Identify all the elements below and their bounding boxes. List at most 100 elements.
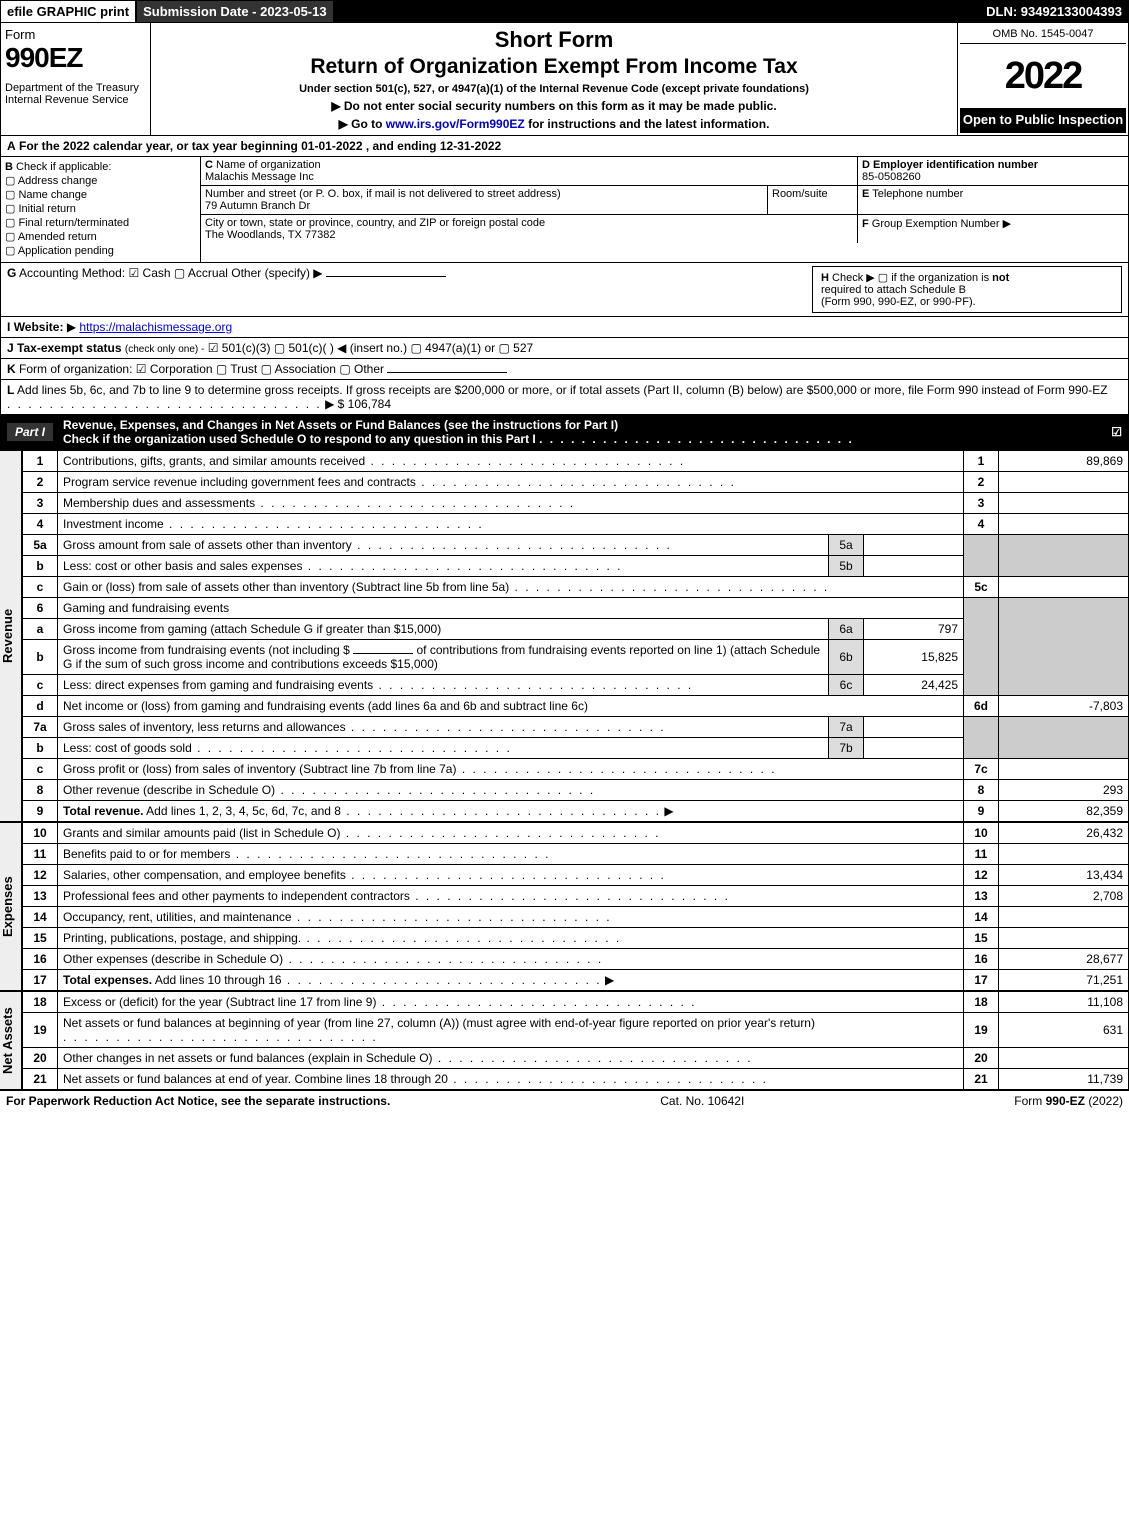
checkbox-cash[interactable]: Cash bbox=[128, 266, 170, 280]
section-f-label: F bbox=[862, 218, 869, 230]
short-form-title: Short Form bbox=[159, 27, 949, 53]
checkbox-4947[interactable]: 4947(a)(1) or bbox=[410, 341, 495, 355]
goto-link[interactable]: www.irs.gov/Form990EZ bbox=[386, 117, 525, 131]
checkbox-accrual[interactable]: Accrual bbox=[174, 266, 228, 280]
line-1: 1 Contributions, gifts, grants, and simi… bbox=[23, 451, 1129, 472]
arrow-icon: ▶ bbox=[605, 973, 614, 987]
footer-center: Cat. No. 10642I bbox=[660, 1094, 744, 1108]
section-b: B Check if applicable: Address change Na… bbox=[1, 157, 201, 262]
header-center: Short Form Return of Organization Exempt… bbox=[151, 23, 958, 135]
line-text: Benefits paid to or for members bbox=[63, 847, 230, 861]
expenses-side-label: Expenses bbox=[0, 822, 22, 991]
expenses-section: Expenses 10 Grants and similar amounts p… bbox=[0, 822, 1129, 991]
line-text: Other revenue (describe in Schedule O) bbox=[63, 783, 275, 797]
section-f-arrow: ▶ bbox=[1003, 218, 1011, 230]
line-text: Less: cost or other basis and sales expe… bbox=[63, 559, 302, 573]
footer-form-number: 990-EZ bbox=[1046, 1094, 1085, 1108]
line-7c: c Gross profit or (loss) from sales of i… bbox=[23, 759, 1129, 780]
section-h: H Check ▶ if the organization is not req… bbox=[812, 266, 1122, 313]
other-org-input[interactable] bbox=[387, 372, 507, 373]
section-h-not: not bbox=[992, 272, 1009, 284]
checkbox-trust[interactable]: Trust bbox=[216, 362, 257, 376]
line-text: Gross amount from sale of assets other t… bbox=[63, 538, 352, 552]
checkbox-schedule-b[interactable] bbox=[878, 272, 891, 284]
section-i: I Website: ▶ https://malachismessage.org bbox=[0, 317, 1129, 338]
checkbox-501c[interactable]: 501(c)( ) bbox=[274, 341, 334, 355]
checkbox-501c3[interactable]: 501(c)(3) bbox=[208, 341, 271, 355]
line-13: 13 Professional fees and other payments … bbox=[23, 886, 1129, 907]
line-text: Program service revenue including govern… bbox=[63, 475, 416, 489]
line-text: Add lines 1, 2, 3, 4, 5c, 6d, 7c, and 8 bbox=[146, 804, 341, 818]
line-12: 12 Salaries, other compensation, and emp… bbox=[23, 865, 1129, 886]
section-a-text: For the 2022 calendar year, or tax year … bbox=[19, 139, 501, 153]
open-public-badge: Open to Public Inspection bbox=[960, 108, 1126, 133]
arrow-icon: ▶ bbox=[67, 320, 76, 334]
checkbox-name-change[interactable]: Name change bbox=[5, 188, 196, 201]
website-link[interactable]: https://malachismessage.org bbox=[79, 320, 232, 334]
section-bcdef: B Check if applicable: Address change Na… bbox=[0, 157, 1129, 263]
city-value: The Woodlands, TX 77382 bbox=[205, 229, 335, 241]
line-text: Gaming and fundraising events bbox=[63, 601, 229, 615]
line-text: Gross income from fundraising events (no… bbox=[63, 643, 350, 657]
checkbox-final-return[interactable]: Final return/terminated bbox=[5, 216, 196, 229]
top-bar-left: efile GRAPHIC print Submission Date - 20… bbox=[1, 1, 335, 22]
tax-year: 2022 bbox=[960, 44, 1126, 108]
part-1-title: Revenue, Expenses, and Changes in Net As… bbox=[63, 418, 441, 432]
street-label: Number and street (or P. O. box, if mail… bbox=[205, 188, 561, 200]
line-text: Grants and similar amounts paid (list in… bbox=[63, 826, 340, 840]
section-h-label: H bbox=[821, 272, 829, 284]
org-name: Malachis Message Inc bbox=[205, 171, 314, 183]
section-c-name: C Name of organization Malachis Message … bbox=[201, 157, 858, 185]
city-label: City or town, state or province, country… bbox=[205, 217, 545, 229]
line-num: 1 bbox=[23, 451, 58, 472]
omb-number: OMB No. 1545-0047 bbox=[960, 25, 1126, 44]
section-h-text3: required to attach Schedule B bbox=[821, 284, 966, 296]
section-i-title: Website: bbox=[14, 320, 64, 334]
expenses-table: 10 Grants and similar amounts paid (list… bbox=[22, 822, 1129, 991]
line-17: 17 Total expenses. Add lines 10 through … bbox=[23, 970, 1129, 991]
line-14: 14 Occupancy, rent, utilities, and maint… bbox=[23, 907, 1129, 928]
section-i-label: I bbox=[7, 320, 10, 334]
contributions-input[interactable] bbox=[353, 653, 413, 654]
line-7b: b Less: cost of goods sold 7b bbox=[23, 738, 1129, 759]
insert-no-label: ◀ (insert no.) bbox=[337, 341, 407, 355]
section-e-title: Telephone number bbox=[872, 188, 963, 200]
line-16: 16 Other expenses (describe in Schedule … bbox=[23, 949, 1129, 970]
net-assets-table: 18 Excess or (deficit) for the year (Sub… bbox=[22, 991, 1129, 1090]
line-15: 15 Printing, publications, postage, and … bbox=[23, 928, 1129, 949]
section-j-label: J bbox=[7, 341, 14, 355]
line-text: Gross income from gaming (attach Schedul… bbox=[63, 622, 441, 636]
line-text: Investment income bbox=[63, 517, 164, 531]
net-assets-side-label: Net Assets bbox=[0, 991, 22, 1090]
section-g: G Accounting Method: Cash Accrual Other … bbox=[7, 266, 446, 280]
revenue-side-label: Revenue bbox=[0, 450, 22, 822]
checkbox-address-change[interactable]: Address change bbox=[5, 174, 196, 187]
section-d: D Employer identification number 85-0508… bbox=[858, 157, 1128, 185]
checkbox-corporation[interactable]: Corporation bbox=[136, 362, 213, 376]
part-1-header: Part I Revenue, Expenses, and Changes in… bbox=[0, 415, 1129, 450]
checkbox-association[interactable]: Association bbox=[261, 362, 336, 376]
part-1-check-text: Check if the organization used Schedule … bbox=[63, 432, 536, 446]
line-6d: d Net income or (loss) from gaming and f… bbox=[23, 696, 1129, 717]
line-text: Occupancy, rent, utilities, and maintena… bbox=[63, 910, 292, 924]
checkbox-amended-return[interactable]: Amended return bbox=[5, 230, 196, 243]
line-5a: 5a Gross amount from sale of assets othe… bbox=[23, 535, 1129, 556]
section-d-title: Employer identification number bbox=[873, 159, 1038, 171]
form-header: Form 990EZ Department of the Treasury In… bbox=[0, 23, 1129, 136]
section-a: A For the 2022 calendar year, or tax yea… bbox=[0, 136, 1129, 157]
checkbox-application-pending[interactable]: Application pending bbox=[5, 244, 196, 257]
other-specify-input[interactable] bbox=[326, 276, 446, 277]
line-10: 10 Grants and similar amounts paid (list… bbox=[23, 823, 1129, 844]
revenue-section: Revenue 1 Contributions, gifts, grants, … bbox=[0, 450, 1129, 822]
section-k: K Form of organization: Corporation Trus… bbox=[0, 359, 1129, 380]
schedule-o-checkbox[interactable]: ☑ bbox=[1111, 425, 1122, 439]
line-amount: 89,869 bbox=[999, 451, 1129, 472]
ssn-warning-text: Do not enter social security numbers on … bbox=[344, 99, 777, 113]
checkbox-other[interactable]: Other bbox=[339, 362, 384, 376]
checkbox-527[interactable]: 527 bbox=[498, 341, 533, 355]
section-c-room: Room/suite bbox=[768, 186, 858, 214]
section-k-label: K bbox=[7, 362, 16, 376]
line-4: 4 Investment income 4 bbox=[23, 514, 1129, 535]
section-b-label: B bbox=[5, 161, 13, 173]
checkbox-initial-return[interactable]: Initial return bbox=[5, 202, 196, 215]
